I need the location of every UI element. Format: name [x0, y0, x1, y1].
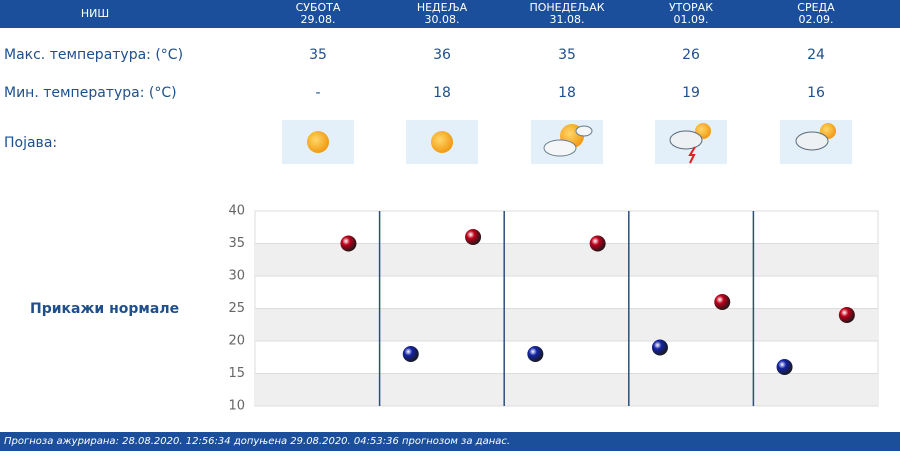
cloud [543, 139, 577, 157]
point [340, 235, 357, 252]
point [402, 346, 419, 362]
day-date: 30.08. [425, 13, 460, 26]
footer-text: Прогноза ажурирана: 28.08.2020. 12:56:34… [4, 436, 510, 447]
normals-link[interactable]: Прикажи нормале [30, 301, 179, 317]
y-tick-label: 30 [228, 269, 245, 284]
cell: 35 [309, 47, 327, 63]
point [651, 339, 668, 356]
day-name: НЕДЕЉА [417, 1, 468, 14]
day-name: УТОРАК [669, 1, 713, 14]
city: НИШ [81, 7, 109, 20]
row-label: Појава: [4, 135, 57, 151]
point [776, 359, 793, 375]
row-label: Мин. температура: (°C) [4, 85, 177, 101]
lightning [688, 146, 696, 164]
y-tick-label: 40 [228, 204, 245, 219]
day-date: 29.08. [301, 13, 336, 26]
cell: 19 [682, 85, 700, 101]
point [527, 346, 544, 362]
cell: 18 [433, 85, 451, 101]
day-date: 01.09. [674, 13, 709, 26]
cell: 26 [682, 47, 700, 63]
cell: - [315, 85, 320, 101]
day-name: СРЕДА [797, 1, 835, 14]
cloud [795, 131, 829, 151]
y-tick-label: 25 [228, 301, 245, 316]
cloud [669, 130, 703, 150]
cell: 18 [558, 85, 576, 101]
footer-bar [0, 432, 900, 451]
sun [307, 131, 329, 153]
cell: 16 [807, 85, 825, 101]
band [255, 308, 878, 341]
cell: 36 [433, 47, 451, 63]
day-name: СУБОТА [296, 1, 341, 14]
point [465, 229, 482, 245]
day-date: 31.08. [550, 13, 585, 26]
y-tick-label: 10 [228, 399, 245, 414]
cell: 24 [807, 47, 825, 63]
y-tick-label: 35 [228, 236, 245, 251]
header-bar [0, 0, 900, 28]
cell: 35 [558, 47, 576, 63]
band [255, 243, 878, 276]
y-tick-label: 15 [228, 366, 245, 381]
y-tick-label: 20 [228, 334, 245, 349]
point [714, 294, 731, 310]
point [838, 307, 855, 323]
day-date: 02.09. [799, 13, 834, 26]
point [589, 235, 606, 252]
sun [431, 131, 453, 153]
cloud [575, 125, 593, 137]
day-name: ПОНЕДЕЉАК [529, 1, 604, 14]
band [255, 373, 878, 406]
icons [282, 120, 852, 164]
row-label: Макс. температура: (°C) [4, 47, 183, 63]
